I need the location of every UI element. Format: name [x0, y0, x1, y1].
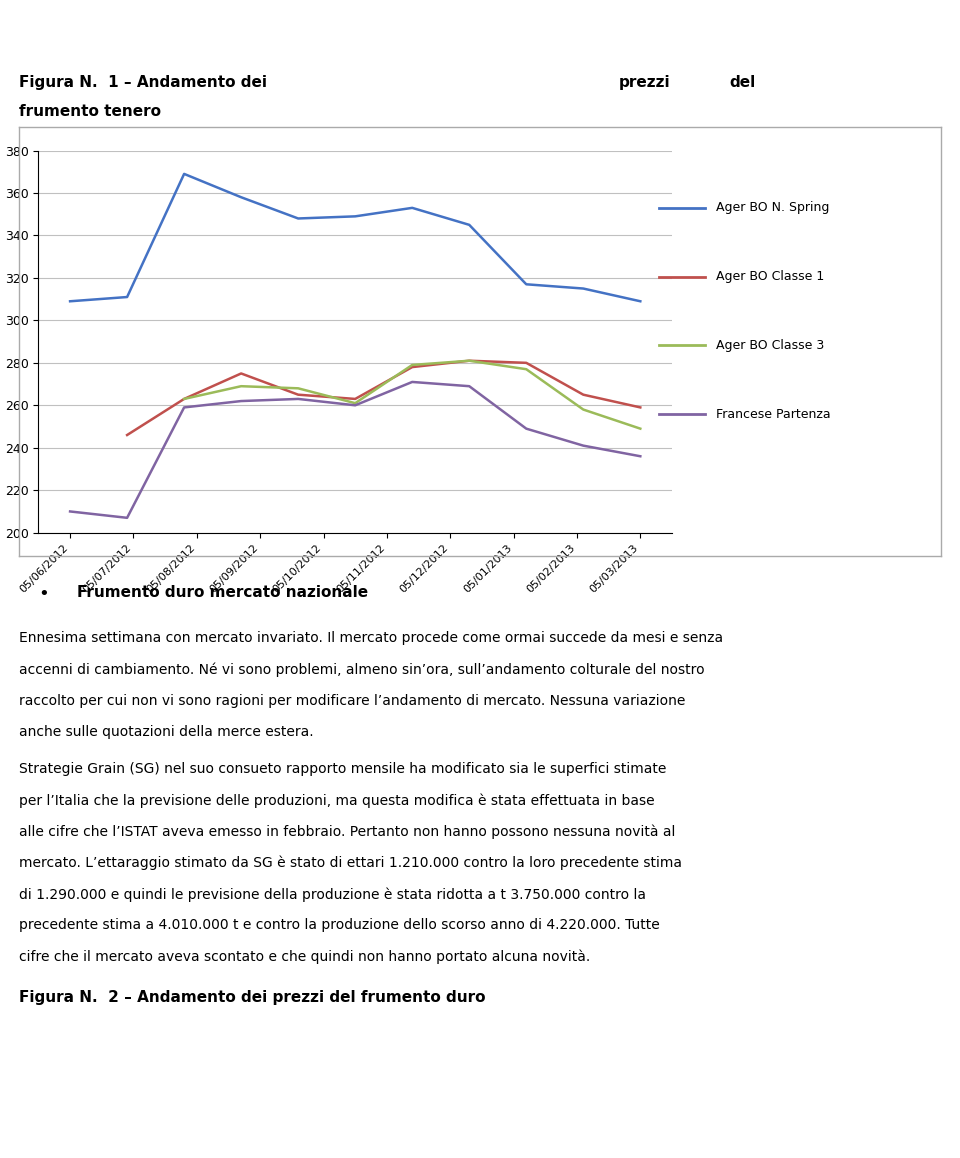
Ager BO Classe 1: [349, 391, 361, 405]
Francese Partenza: [179, 401, 190, 415]
Line: Ager BO Classe 1: Ager BO Classe 1: [127, 360, 640, 435]
Ager BO N. Spring: [64, 294, 76, 308]
Ager BO N. Spring: [293, 212, 304, 226]
Ager BO Classe 3: [464, 353, 475, 367]
Francese Partenza: [121, 511, 132, 525]
Text: Ager BO Classe 3: Ager BO Classe 3: [716, 339, 825, 352]
Text: precedente stima a 4.010.000 t e contro la produzione dello scorso anno di 4.220: precedente stima a 4.010.000 t e contro …: [19, 918, 660, 932]
Text: Ennesima settimana con mercato invariato. Il mercato procede come ormai succede : Ennesima settimana con mercato invariato…: [19, 631, 723, 645]
Ager BO N. Spring: [349, 210, 361, 223]
Text: alle cifre che l’ISTAT aveva emesso in febbraio. Pertanto non hanno possono ness: alle cifre che l’ISTAT aveva emesso in f…: [19, 824, 676, 840]
Text: cifre che il mercato aveva scontato e che quindi non hanno portato alcuna novità: cifre che il mercato aveva scontato e ch…: [19, 950, 590, 965]
Ager BO N. Spring: [464, 218, 475, 232]
Text: •: •: [38, 585, 49, 603]
Text: per l’Italia che la previsione delle produzioni, ma questa modifica è stata effe: per l’Italia che la previsione delle pro…: [19, 793, 655, 808]
Text: Strategie Grain (SG) nel suo consueto rapporto mensile ha modificato sia le supe: Strategie Grain (SG) nel suo consueto ra…: [19, 762, 666, 776]
Text: Figura N.  2 – Andamento dei prezzi del frumento duro: Figura N. 2 – Andamento dei prezzi del f…: [19, 990, 486, 1005]
Line: Ager BO N. Spring: Ager BO N. Spring: [70, 174, 640, 301]
Ager BO Classe 1: [520, 356, 532, 369]
Ager BO N. Spring: [635, 294, 646, 308]
Text: del: del: [730, 75, 756, 90]
Ager BO Classe 1: [235, 366, 247, 380]
Ager BO Classe 3: [179, 391, 190, 405]
Ager BO Classe 1: [464, 353, 475, 367]
Text: accenni di cambiamento. Né vi sono problemi, almeno sin’ora, sull’andamento colt: accenni di cambiamento. Né vi sono probl…: [19, 662, 705, 677]
Ager BO Classe 1: [293, 388, 304, 402]
Line: Francese Partenza: Francese Partenza: [70, 382, 640, 518]
Francese Partenza: [464, 379, 475, 393]
Francese Partenza: [64, 505, 76, 519]
Francese Partenza: [235, 394, 247, 408]
Francese Partenza: [520, 422, 532, 435]
Text: anche sulle quotazioni della merce estera.: anche sulle quotazioni della merce ester…: [19, 725, 314, 739]
Ager BO N. Spring: [235, 190, 247, 204]
Text: Figura N.  1 – Andamento dei: Figura N. 1 – Andamento dei: [19, 75, 267, 90]
Ager BO Classe 3: [293, 381, 304, 395]
Ager BO N. Spring: [578, 281, 589, 295]
Francese Partenza: [293, 391, 304, 405]
Text: Ager BO N. Spring: Ager BO N. Spring: [716, 201, 829, 214]
Line: Ager BO Classe 3: Ager BO Classe 3: [70, 360, 640, 469]
Francese Partenza: [406, 375, 418, 389]
Ager BO Classe 1: [635, 401, 646, 415]
Francese Partenza: [578, 439, 589, 453]
Text: Frumento duro mercato nazionale: Frumento duro mercato nazionale: [77, 585, 368, 600]
Text: raccolto per cui non vi sono ragioni per modificare l’andamento di mercato. Ness: raccolto per cui non vi sono ragioni per…: [19, 694, 685, 708]
Francese Partenza: [635, 449, 646, 463]
Ager BO Classe 1: [121, 428, 132, 442]
Ager BO Classe 3: [349, 396, 361, 410]
Ager BO N. Spring: [520, 277, 532, 291]
Ager BO N. Spring: [406, 200, 418, 214]
Ager BO Classe 3: [64, 462, 76, 476]
Ager BO Classe 3: [578, 403, 589, 417]
Text: Francese Partenza: Francese Partenza: [716, 408, 830, 420]
Ager BO N. Spring: [179, 167, 190, 181]
Ager BO Classe 1: [406, 360, 418, 374]
Ager BO Classe 3: [406, 358, 418, 372]
Ager BO Classe 1: [179, 391, 190, 405]
Text: mercato. L’ettaraggio stimato da SG è stato di ettari 1.210.000 contro la loro p: mercato. L’ettaraggio stimato da SG è st…: [19, 856, 683, 871]
Text: Ager BO Classe 1: Ager BO Classe 1: [716, 270, 825, 284]
Ager BO Classe 3: [235, 379, 247, 393]
Text: prezzi: prezzi: [619, 75, 671, 90]
Text: frumento tenero: frumento tenero: [19, 104, 161, 119]
Ager BO Classe 1: [578, 388, 589, 402]
Text: di 1.290.000 e quindi le previsione della produzione è stata ridotta a t 3.750.0: di 1.290.000 e quindi le previsione dell…: [19, 887, 646, 902]
Ager BO Classe 3: [520, 362, 532, 376]
Francese Partenza: [349, 398, 361, 412]
Ager BO Classe 3: [635, 422, 646, 435]
Ager BO N. Spring: [121, 290, 132, 303]
